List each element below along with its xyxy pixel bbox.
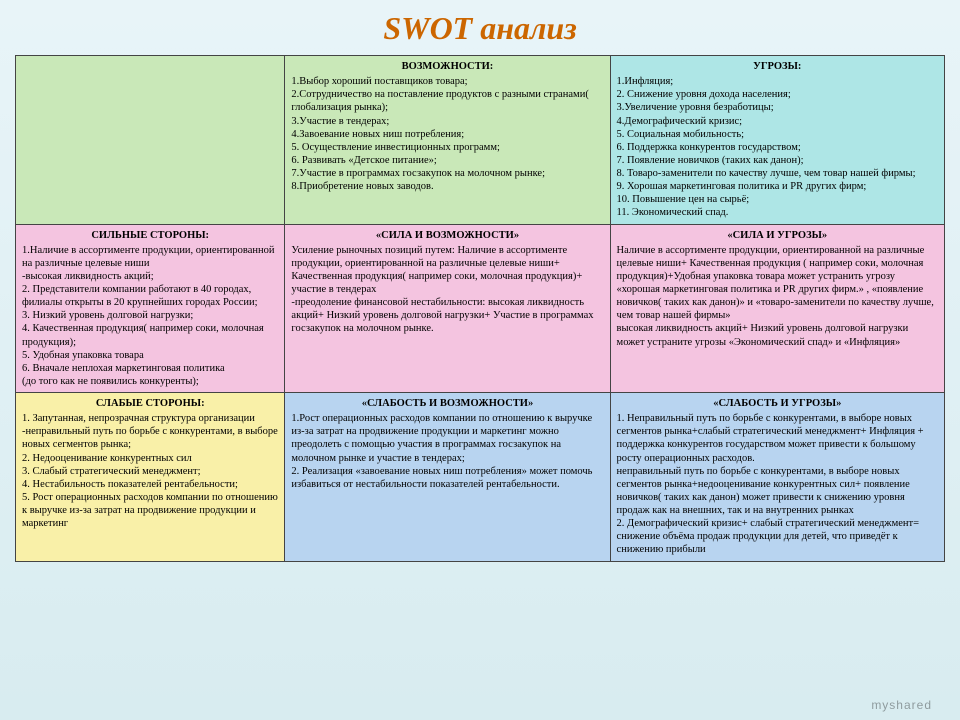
wt-cell: «СЛАБОСТЬ И УГРОЗЫ» 1. Неправильный путь…: [610, 393, 944, 562]
wo-body: 1.Рост операционных расходов компании по…: [291, 412, 603, 491]
threats-cell: УГРОЗЫ: 1.Инфляция; 2. Снижение уровня д…: [610, 56, 944, 225]
so-header: «СИЛА И ВОЗМОЖНОСТИ»: [291, 229, 603, 242]
page-title: SWOT анализ: [15, 10, 945, 47]
wo-header: «СЛАБОСТЬ И ВОЗМОЖНОСТИ»: [291, 397, 603, 410]
threats-header: УГРОЗЫ:: [617, 60, 938, 73]
st-header: «СИЛА И УГРОЗЫ»: [617, 229, 938, 242]
opportunities-body: 1.Выбор хороший поставщиков товара; 2.Со…: [291, 75, 603, 193]
corner-cell: [16, 56, 285, 225]
st-body: Наличие в ассортименте продукции, ориент…: [617, 244, 938, 349]
so-cell: «СИЛА И ВОЗМОЖНОСТИ» Усиление рыночных п…: [285, 224, 610, 393]
st-cell: «СИЛА И УГРОЗЫ» Наличие в ассортименте п…: [610, 224, 944, 393]
swot-table: ВОЗМОЖНОСТИ: 1.Выбор хороший поставщиков…: [15, 55, 945, 562]
strengths-cell: СИЛЬНЫЕ СТОРОНЫ: 1.Наличие в ассортимент…: [16, 224, 285, 393]
opportunities-cell: ВОЗМОЖНОСТИ: 1.Выбор хороший поставщиков…: [285, 56, 610, 225]
weaknesses-cell: СЛАБЫЕ СТОРОНЫ: 1. Запутанная, непрозрач…: [16, 393, 285, 562]
weaknesses-body: 1. Запутанная, непрозрачная структура ор…: [22, 412, 278, 530]
wt-header: «СЛАБОСТЬ И УГРОЗЫ»: [617, 397, 938, 410]
weaknesses-header: СЛАБЫЕ СТОРОНЫ:: [22, 397, 278, 410]
wo-cell: «СЛАБОСТЬ И ВОЗМОЖНОСТИ» 1.Рост операцио…: [285, 393, 610, 562]
wt-body: 1. Неправильный путь по борьбе с конкуре…: [617, 412, 938, 556]
strengths-body: 1.Наличие в ассортименте продукции, орие…: [22, 244, 278, 388]
so-body: Усиление рыночных позиций путем: Наличие…: [291, 244, 603, 336]
watermark: myshared: [871, 698, 932, 712]
strengths-header: СИЛЬНЫЕ СТОРОНЫ:: [22, 229, 278, 242]
threats-body: 1.Инфляция; 2. Снижение уровня дохода на…: [617, 75, 938, 219]
opportunities-header: ВОЗМОЖНОСТИ:: [291, 60, 603, 73]
